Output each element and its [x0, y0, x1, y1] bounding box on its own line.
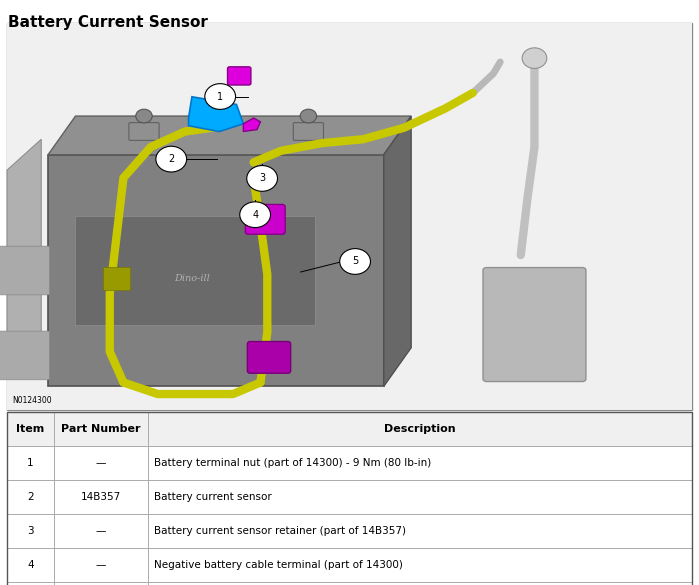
FancyBboxPatch shape — [48, 154, 384, 386]
FancyBboxPatch shape — [483, 267, 586, 381]
Text: 2: 2 — [27, 492, 34, 503]
Text: Item: Item — [16, 424, 45, 435]
Text: —: — — [96, 458, 106, 469]
Circle shape — [340, 249, 370, 274]
Text: —: — — [96, 560, 106, 570]
Text: Dino-ill: Dino-ill — [174, 274, 210, 283]
Text: Negative battery cable terminal (part of 14300): Negative battery cable terminal (part of… — [154, 560, 403, 570]
Circle shape — [136, 109, 152, 123]
FancyBboxPatch shape — [228, 67, 251, 85]
FancyBboxPatch shape — [0, 246, 50, 295]
Text: Part Number: Part Number — [61, 424, 140, 435]
Bar — [75, 216, 315, 325]
Text: 5: 5 — [352, 256, 358, 267]
Text: —: — — [96, 526, 106, 536]
Text: 1: 1 — [27, 458, 34, 469]
Polygon shape — [48, 116, 411, 154]
FancyBboxPatch shape — [0, 331, 50, 380]
Text: 1: 1 — [217, 91, 223, 102]
Circle shape — [240, 202, 271, 228]
Bar — [7, 23, 692, 409]
Text: Battery Current Sensor: Battery Current Sensor — [8, 15, 208, 30]
Bar — [7, 480, 692, 514]
Polygon shape — [7, 139, 41, 378]
Text: Battery current sensor: Battery current sensor — [154, 492, 271, 503]
Circle shape — [205, 84, 236, 109]
Polygon shape — [243, 118, 261, 132]
FancyBboxPatch shape — [129, 123, 159, 140]
Text: 3: 3 — [27, 526, 34, 536]
Text: Battery terminal nut (part of 14300) - 9 Nm (80 lb-in): Battery terminal nut (part of 14300) - 9… — [154, 458, 431, 469]
Text: 2: 2 — [168, 154, 174, 164]
Text: 14B357: 14B357 — [80, 492, 121, 503]
Polygon shape — [189, 97, 243, 132]
Text: 4: 4 — [252, 209, 258, 220]
FancyBboxPatch shape — [245, 204, 285, 234]
Text: N0124300: N0124300 — [13, 396, 52, 405]
Text: Description: Description — [384, 424, 456, 435]
Polygon shape — [384, 116, 411, 386]
Bar — [7, 514, 692, 548]
Circle shape — [300, 109, 317, 123]
Text: 3: 3 — [259, 173, 265, 184]
Circle shape — [522, 48, 547, 68]
Bar — [103, 267, 130, 290]
Text: Battery current sensor retainer (part of 14B357): Battery current sensor retainer (part of… — [154, 526, 405, 536]
Bar — [7, 582, 692, 585]
FancyBboxPatch shape — [247, 342, 291, 373]
Bar — [7, 548, 692, 582]
FancyBboxPatch shape — [294, 123, 324, 140]
Circle shape — [156, 146, 187, 172]
Bar — [7, 412, 692, 585]
Bar — [7, 412, 692, 446]
Circle shape — [247, 166, 278, 191]
Bar — [7, 446, 692, 480]
Text: 4: 4 — [27, 560, 34, 570]
Bar — [7, 23, 692, 409]
